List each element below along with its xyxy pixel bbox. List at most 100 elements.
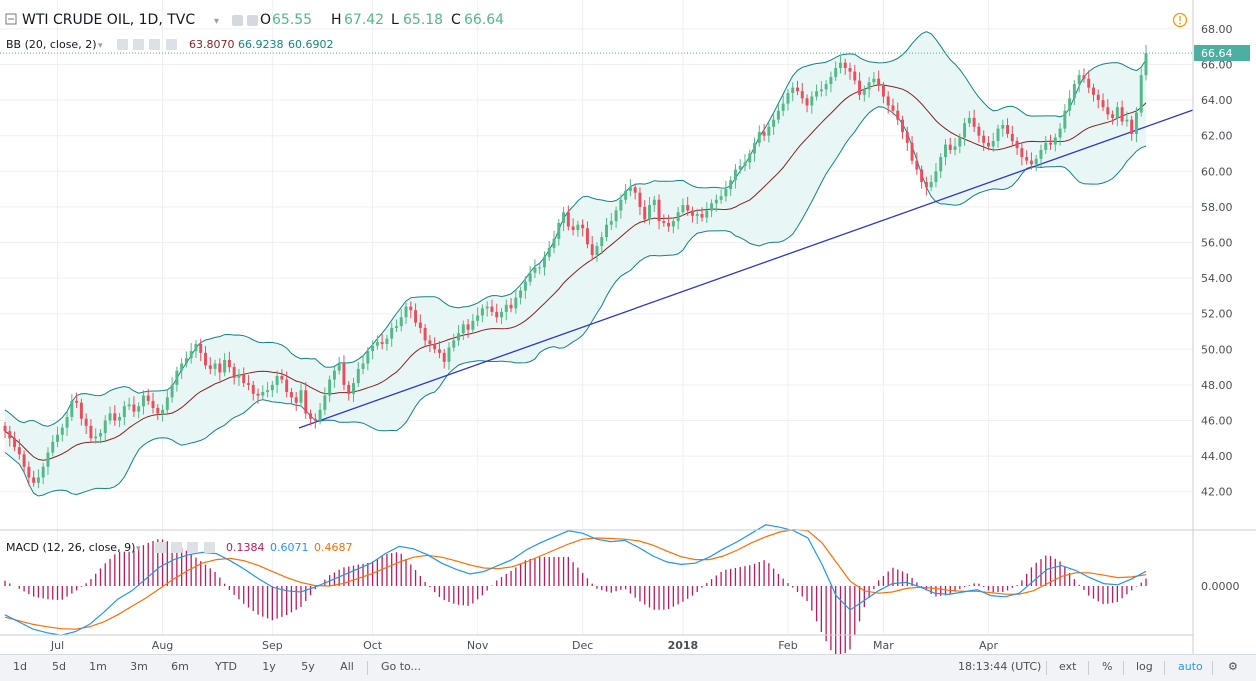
candle-body: [17, 447, 21, 455]
candle-body: [805, 98, 809, 106]
alert-icon[interactable]: [1172, 12, 1188, 28]
bb-settings-icon[interactable]: [117, 39, 128, 50]
candle-body: [294, 397, 298, 403]
price-tick-label: 48.00: [1201, 379, 1233, 392]
candle-body: [94, 436, 98, 439]
last-price-badge-text: 66.64: [1201, 47, 1233, 60]
collapse-legend-icon[interactable]: [5, 13, 17, 25]
macd-legend-name[interactable]: MACD (12, 26, close, 9): [6, 541, 135, 554]
candle-body: [862, 89, 866, 95]
goto-date-button[interactable]: Go to...: [380, 660, 422, 673]
candle-body: [380, 342, 384, 344]
bb-legend-name[interactable]: BB (20, close, 2): [6, 38, 97, 51]
candle-body: [796, 87, 799, 92]
candle-body: [843, 62, 847, 69]
range-button-all[interactable]: All: [340, 660, 354, 673]
time-axis[interactable]: Jul Aug Sep Oct Nov Dec 2018 Feb Mar Apr: [50, 639, 999, 652]
candle-body: [289, 392, 293, 398]
gear-icon[interactable]: ⚙: [1228, 660, 1238, 673]
candle-body: [729, 180, 733, 190]
candle-body: [724, 189, 728, 197]
candle-body: [161, 409, 165, 414]
macd-more-icon[interactable]: [187, 542, 198, 553]
bb-upper-value: 66.9238: [238, 38, 284, 51]
macd-dropdown-icon[interactable]: ▾: [136, 544, 141, 554]
macd-remove-icon[interactable]: [204, 542, 215, 553]
candle-body: [218, 363, 222, 373]
trendline[interactable]: [298, 109, 1194, 429]
candle-body: [1106, 107, 1110, 115]
symbol-title[interactable]: WTI CRUDE OIL, 1D, TVC: [22, 12, 195, 28]
candle-body: [676, 212, 680, 222]
candle-body: [1101, 100, 1105, 108]
macd-axis-zero-label: 0.0000: [1201, 580, 1240, 593]
candle-body: [170, 384, 174, 398]
toolbar-divider: [1212, 661, 1213, 675]
candle-body: [767, 126, 771, 136]
candle-body: [466, 324, 470, 330]
candle-body: [815, 91, 819, 97]
candle-body: [557, 222, 561, 239]
candle-body: [251, 384, 255, 394]
candle-body: [1139, 75, 1143, 113]
candle-body: [657, 199, 661, 222]
auto-scale-toggle[interactable]: auto: [1178, 660, 1203, 673]
candles-group: [3, 44, 1148, 489]
log-scale-toggle[interactable]: log: [1136, 660, 1153, 673]
candle-body: [261, 392, 265, 396]
candle-body: [299, 390, 303, 403]
percent-scale-toggle[interactable]: %: [1102, 660, 1113, 673]
candle-body: [776, 110, 780, 120]
toolbar-divider: [1046, 661, 1047, 675]
bb-hide-icon[interactable]: [133, 39, 144, 50]
candle-body: [748, 153, 752, 163]
candle-body: [266, 390, 270, 393]
candle-body: [332, 370, 336, 380]
candle-body: [132, 404, 136, 412]
candle-body: [352, 383, 355, 394]
range-button-1y[interactable]: 1y: [262, 660, 276, 673]
candle-body: [347, 384, 351, 394]
close-value: 66.64: [464, 12, 504, 28]
candle-body: [686, 205, 690, 211]
time-tick-label: Oct: [363, 639, 383, 652]
symbol-dropdown-icon[interactable]: ▾: [214, 16, 219, 27]
candle-body: [881, 85, 885, 97]
time-tick-label: Mar: [873, 639, 894, 652]
range-button-ytd[interactable]: YTD: [215, 660, 237, 673]
candle-body: [476, 315, 480, 321]
range-button-6m[interactable]: 6m: [171, 660, 189, 673]
candle-body: [3, 425, 7, 432]
range-button-1d[interactable]: 1d: [13, 660, 27, 673]
candle-body: [1044, 142, 1048, 150]
candle-body: [13, 438, 17, 448]
eye-icon[interactable]: [247, 15, 258, 26]
ext-hours-toggle[interactable]: ext: [1059, 660, 1077, 673]
range-button-5y[interactable]: 5y: [301, 660, 315, 673]
candle-body: [146, 395, 150, 401]
candle-body: [781, 103, 785, 111]
candle-body: [648, 205, 651, 220]
settings-icon[interactable]: [232, 15, 243, 26]
range-button-3m[interactable]: 3m: [130, 660, 148, 673]
candle-body: [1010, 133, 1014, 142]
candle-body: [437, 349, 441, 353]
bb-remove-icon[interactable]: [166, 39, 177, 50]
range-button-1m[interactable]: 1m: [89, 660, 107, 673]
bb-more-icon[interactable]: [149, 39, 160, 50]
candle-body: [1130, 119, 1134, 134]
range-button-5d[interactable]: 5d: [52, 660, 66, 673]
clock-text[interactable]: 18:13:44 (UTC): [958, 660, 1042, 673]
candle-body: [800, 91, 804, 99]
candle-body: [719, 196, 723, 200]
macd-hide-icon[interactable]: [171, 542, 182, 553]
bb-dropdown-icon[interactable]: ▾: [98, 41, 103, 51]
candle-body: [924, 181, 928, 188]
price-axis[interactable]: 42.00 44.00 46.00 48.00 50.00 52.00 54.00 56.00…: [1201, 23, 1233, 499]
candle-body: [1082, 75, 1086, 79]
macd-settings-icon[interactable]: [155, 542, 166, 553]
time-tick-label: Aug: [152, 639, 173, 652]
candle-body: [1111, 114, 1115, 118]
candle-body: [762, 132, 766, 136]
